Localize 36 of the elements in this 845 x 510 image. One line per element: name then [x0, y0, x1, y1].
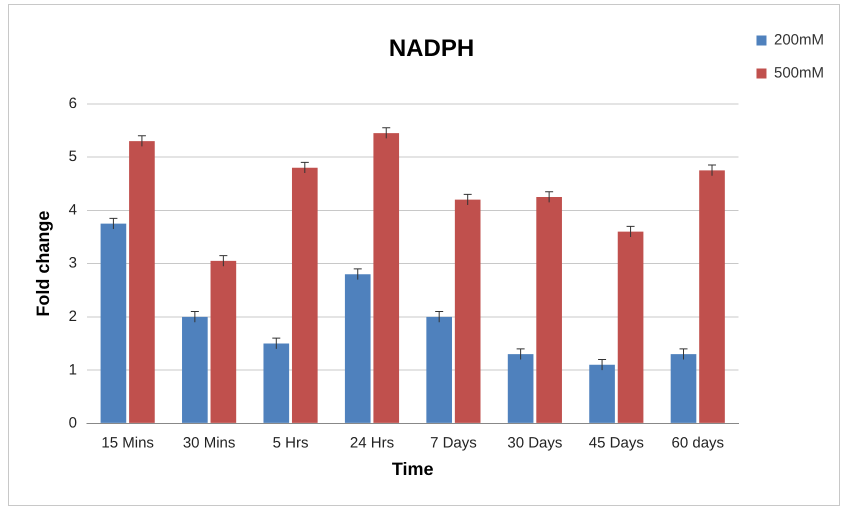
bar [426, 316, 452, 423]
y-tick-label: 1 [68, 361, 77, 378]
x-tick-label: 7 Days [430, 434, 477, 452]
x-tick-label: 5 Hrs [272, 434, 308, 452]
x-tick-label: 45 Days [588, 434, 644, 452]
bar [182, 316, 208, 423]
bar [508, 354, 534, 423]
x-tick-label: 30 Days [507, 434, 562, 452]
bar [618, 232, 644, 423]
bar [292, 168, 318, 423]
bar [589, 364, 615, 423]
bar [129, 141, 155, 423]
bar [263, 344, 290, 423]
y-tick-label: 3 [68, 254, 77, 272]
y-tick-label: 0 [68, 414, 77, 432]
bar [699, 170, 725, 423]
legend-label: 500mM [774, 64, 824, 82]
y-tick-label: 6 [68, 94, 77, 112]
y-tick-label: 2 [68, 308, 77, 326]
bar [536, 197, 562, 423]
y-tick-label: 5 [68, 148, 77, 166]
bar [100, 224, 126, 423]
y-axis-title: Fold change [32, 210, 53, 317]
x-tick-label: 30 Mins [182, 434, 236, 452]
bar [210, 260, 236, 423]
bar [373, 133, 400, 423]
legend-label: 200mM [774, 32, 824, 49]
chart-title: NADPH [388, 35, 474, 62]
bar [670, 354, 696, 423]
x-tick-label: 15 Mins [101, 434, 154, 452]
x-axis-title: Time [392, 459, 434, 480]
x-tick-label: 60 days [671, 434, 724, 452]
bar [344, 274, 371, 423]
y-tick-label: 4 [68, 201, 77, 218]
x-tick-label: 24 Hrs [350, 434, 394, 452]
bar [454, 200, 481, 423]
